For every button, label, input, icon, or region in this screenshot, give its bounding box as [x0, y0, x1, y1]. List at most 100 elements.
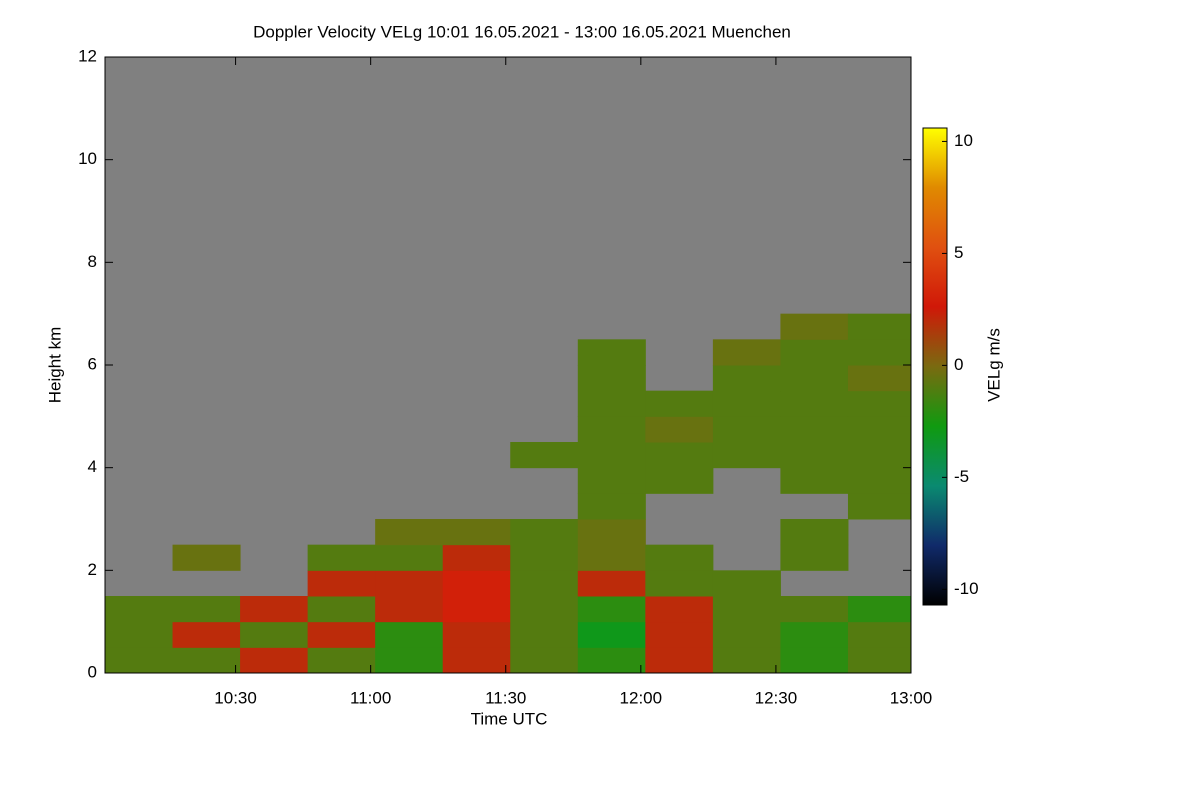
heat-cell — [847, 313, 912, 340]
heat-cell — [847, 467, 912, 494]
x-tick-label: 11:30 — [485, 688, 526, 707]
heat-cell — [240, 621, 309, 648]
heat-cell — [645, 647, 714, 674]
heat-cell — [105, 647, 174, 674]
y-tick-label: 4 — [88, 457, 97, 476]
colorbar — [922, 127, 948, 606]
heat-cell — [712, 621, 781, 648]
heat-cell — [510, 544, 579, 571]
heat-cell — [172, 647, 241, 674]
heat-cell — [780, 390, 849, 417]
heat-cell — [510, 519, 579, 546]
heat-cell — [847, 365, 912, 392]
heat-cell — [577, 621, 646, 648]
heat-cell — [577, 416, 646, 443]
x-tick-label: 12:30 — [755, 688, 798, 707]
heat-cell — [780, 544, 849, 571]
heat-cell — [780, 647, 849, 674]
heat-cell — [780, 519, 849, 546]
heat-cell — [375, 570, 444, 597]
x-tick-label: 13:00 — [890, 688, 933, 707]
colorbar-tick-label: 5 — [954, 243, 963, 262]
heat-cell — [780, 313, 849, 340]
heat-cell — [645, 621, 714, 648]
colorbar-tick-label: -10 — [954, 579, 979, 598]
heat-cell — [577, 365, 646, 392]
heat-cell — [780, 442, 849, 469]
heat-cell — [712, 390, 781, 417]
heat-cell — [577, 493, 646, 520]
heat-cell — [847, 339, 912, 366]
heat-cell — [645, 467, 714, 494]
heat-cell — [645, 570, 714, 597]
heat-cell — [510, 442, 579, 469]
heat-cell — [172, 621, 241, 648]
heat-cell — [510, 596, 579, 623]
heat-cell — [847, 596, 912, 623]
heat-cell — [577, 519, 646, 546]
heat-cell — [577, 467, 646, 494]
heat-cell — [712, 416, 781, 443]
x-tick-label: 11:00 — [350, 688, 391, 707]
heat-cell — [645, 390, 714, 417]
heat-cell — [847, 621, 912, 648]
heat-cell — [712, 339, 781, 366]
y-axis-label: Height km — [45, 327, 64, 404]
heat-cell — [847, 416, 912, 443]
heat-cell — [847, 647, 912, 674]
heat-cell — [780, 467, 849, 494]
heat-cell — [172, 544, 241, 571]
heat-cell — [712, 596, 781, 623]
heat-cell — [577, 442, 646, 469]
x-axis-label: Time UTC — [471, 709, 548, 728]
heat-cell — [442, 647, 511, 674]
y-tick-label: 8 — [88, 252, 97, 271]
x-tick-label: 12:00 — [620, 688, 663, 707]
x-tick-label: 10:30 — [214, 688, 257, 707]
heat-cell — [645, 544, 714, 571]
heat-cell — [577, 339, 646, 366]
heat-cell — [577, 570, 646, 597]
heat-cell — [645, 416, 714, 443]
heat-cell — [645, 596, 714, 623]
heat-cell — [442, 596, 511, 623]
colorbar-tick-label: 10 — [954, 131, 973, 150]
heat-cell — [442, 570, 511, 597]
heat-cell — [847, 390, 912, 417]
heat-cell — [645, 442, 714, 469]
heat-cell — [577, 596, 646, 623]
heat-cell — [442, 544, 511, 571]
heat-cell — [577, 647, 646, 674]
heat-cell — [780, 365, 849, 392]
heat-cell — [105, 596, 174, 623]
y-tick-label: 12 — [78, 46, 97, 65]
y-tick-label: 2 — [88, 560, 97, 579]
colorbar-tick-label: 0 — [954, 355, 963, 374]
heat-cell — [240, 596, 309, 623]
heat-cell — [307, 621, 376, 648]
heat-cell — [780, 621, 849, 648]
heat-cell — [847, 442, 912, 469]
heat-cell — [780, 596, 849, 623]
heat-cell — [375, 647, 444, 674]
heat-cell — [307, 596, 376, 623]
y-tick-label: 6 — [88, 354, 97, 373]
heat-cell — [712, 570, 781, 597]
heat-cell — [307, 544, 376, 571]
y-tick-label: 0 — [88, 662, 97, 681]
heat-cell — [442, 621, 511, 648]
heat-cell — [780, 416, 849, 443]
heat-cell — [712, 442, 781, 469]
heat-cell — [577, 390, 646, 417]
heat-cell — [510, 621, 579, 648]
heat-cell — [510, 570, 579, 597]
heat-cell — [375, 544, 444, 571]
heat-cell — [712, 647, 781, 674]
heat-cell — [172, 596, 241, 623]
heat-cell — [105, 621, 174, 648]
heat-cell — [375, 519, 444, 546]
y-tick-label: 10 — [78, 149, 97, 168]
heat-cell — [442, 519, 511, 546]
heat-cell — [307, 570, 376, 597]
